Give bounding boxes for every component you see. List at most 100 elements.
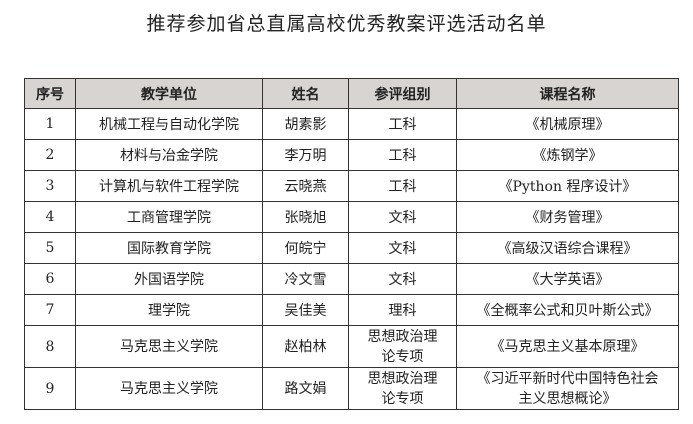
cell-unit-text: 马克思主义学院 <box>120 338 218 355</box>
table-row: 4 工商管理学院 张晓旭 文科 《财务管理》 <box>24 201 679 233</box>
cell-group: 工科 <box>348 170 457 202</box>
cell-group: 工科 <box>348 139 457 171</box>
table-row: 9 马克思主义学院 路文娟 思想政治理论专项 《习近平新时代中国特色社会主义思想概论》 <box>24 367 679 410</box>
cell-course: 《全概率公式和贝叶斯公式》 <box>456 294 679 326</box>
cell-course-text: 《高级汉语综合课程》 <box>497 241 638 257</box>
cell-unit: 工商管理学院 <box>75 201 263 233</box>
table-row: 1 机械工程与自动化学院 胡素影 工科 《机械原理》 <box>24 108 679 140</box>
cell-unit: 机械工程与自动化学院 <box>75 108 263 140</box>
cell-no-text: 6 <box>45 271 55 287</box>
cell-group: 思想政治理论专项 <box>348 367 457 410</box>
cell-no: 4 <box>24 201 76 233</box>
cell-name-text: 张晓旭 <box>284 210 327 226</box>
cell-no-text: 7 <box>45 302 55 318</box>
cell-name: 吴佳美 <box>262 294 349 326</box>
cell-group: 文科 <box>348 263 457 295</box>
cell-unit: 计算机与软件工程学院 <box>75 170 263 202</box>
cell-course-text: 《大学英语》 <box>525 272 610 288</box>
cell-unit-text: 材料与冶金学院 <box>120 148 218 164</box>
cell-name: 张晓旭 <box>262 201 349 233</box>
cell-course-text: 《全概率公式和贝叶斯公式》 <box>476 303 659 319</box>
cell-no: 6 <box>24 263 76 295</box>
cell-name: 胡素影 <box>262 108 349 140</box>
cell-course: 《炼钢学》 <box>456 139 679 171</box>
header-name: 姓名 <box>262 78 349 109</box>
cell-no: 2 <box>24 139 76 171</box>
cell-name: 赵柏林 <box>262 325 349 368</box>
cell-course: 《财务管理》 <box>456 201 679 233</box>
cell-unit: 马克思主义学院 <box>75 325 263 368</box>
cell-course-text: 《机械原理》 <box>525 117 610 133</box>
cell-name-text: 何皖宁 <box>284 241 327 257</box>
table-header-row: 序号 教学单位 姓名 参评组别 课程名称 <box>24 78 679 109</box>
cell-name: 冷文雪 <box>262 263 349 295</box>
table-row: 5 国际教育学院 何皖宁 文科 《高级汉语综合课程》 <box>24 232 679 264</box>
table-row: 7 理学院 吴佳美 理科 《全概率公式和贝叶斯公式》 <box>24 294 679 326</box>
cell-unit-text: 机械工程与自动化学院 <box>99 117 239 133</box>
cell-no: 7 <box>24 294 76 326</box>
cell-course-text: 《财务管理》 <box>525 210 610 226</box>
cell-no-text: 2 <box>45 147 55 163</box>
cell-no-text: 3 <box>45 178 55 194</box>
cell-group-text: 文科 <box>388 210 417 226</box>
cell-group-text: 文科 <box>388 272 417 288</box>
cell-name-text: 吴佳美 <box>284 303 327 319</box>
cell-group-text: 思想政治理论专项 <box>367 328 438 365</box>
cell-no-text: 8 <box>45 338 55 355</box>
cell-group-text: 文科 <box>388 241 417 257</box>
cell-group: 工科 <box>348 108 457 140</box>
cell-group-text: 工科 <box>388 179 417 195</box>
cell-unit: 外国语学院 <box>75 263 263 295</box>
header-no: 序号 <box>24 78 76 109</box>
cell-no: 8 <box>24 325 76 368</box>
page-title: 推荐参加省总直属高校优秀教案评选活动名单 <box>146 13 547 35</box>
cell-course: 《机械原理》 <box>456 108 679 140</box>
cell-course-text: 《马克思主义基本原理》 <box>490 338 645 355</box>
header-unit: 教学单位 <box>75 78 263 109</box>
cell-group-text: 理科 <box>388 303 417 319</box>
cell-no-text: 5 <box>45 240 55 256</box>
cell-group-text: 工科 <box>388 117 417 133</box>
table-row: 8 马克思主义学院 赵柏林 思想政治理论专项 《马克思主义基本原理》 <box>24 325 679 368</box>
cell-unit: 理学院 <box>75 294 263 326</box>
cell-course: 《Python 程序设计》 <box>456 170 679 202</box>
cell-unit: 马克思主义学院 <box>75 367 263 410</box>
cell-unit-text: 外国语学院 <box>134 272 204 288</box>
cell-no: 9 <box>24 367 76 410</box>
cell-unit-text: 工商管理学院 <box>127 210 211 226</box>
cell-name-text: 李万明 <box>284 148 327 164</box>
cell-name-text: 胡素影 <box>284 117 327 133</box>
cell-no-text: 4 <box>45 209 55 225</box>
cell-course: 《高级汉语综合课程》 <box>456 232 679 264</box>
cell-no: 1 <box>24 108 76 140</box>
cell-group: 文科 <box>348 201 457 233</box>
cell-course: 《马克思主义基本原理》 <box>456 325 679 368</box>
cell-name: 路文娟 <box>262 367 349 410</box>
cell-no: 3 <box>24 170 76 202</box>
cell-course-text: 《习近平新时代中国特色社会主义思想概论》 <box>476 370 659 407</box>
cell-course-text: 《Python 程序设计》 <box>498 179 637 195</box>
cell-unit-text: 理学院 <box>148 303 190 319</box>
cell-unit-text: 马克思主义学院 <box>120 380 218 397</box>
table-row: 3 计算机与软件工程学院 云晓燕 工科 《Python 程序设计》 <box>24 170 679 202</box>
cell-name-text: 冷文雪 <box>284 272 327 288</box>
cell-unit-text: 国际教育学院 <box>127 241 211 257</box>
cell-name-text: 赵柏林 <box>284 338 327 355</box>
cell-name-text: 云晓燕 <box>284 179 327 195</box>
cell-course: 《习近平新时代中国特色社会主义思想概论》 <box>456 367 679 410</box>
cell-name: 何皖宁 <box>262 232 349 264</box>
cell-group: 思想政治理论专项 <box>348 325 457 368</box>
header-course: 课程名称 <box>456 78 679 109</box>
cell-unit: 国际教育学院 <box>75 232 263 264</box>
nominee-table: 序号 教学单位 姓名 参评组别 课程名称 1 机械工程与自动化学院 胡素影 工科 《机械… <box>24 78 679 410</box>
cell-group-text: 工科 <box>388 148 417 164</box>
cell-unit-text: 计算机与软件工程学院 <box>99 179 239 195</box>
cell-name-text: 路文娟 <box>284 380 327 397</box>
cell-course-text: 《炼钢学》 <box>532 148 603 164</box>
table-row: 6 外国语学院 冷文雪 文科 《大学英语》 <box>24 263 679 295</box>
cell-group: 文科 <box>348 232 457 264</box>
cell-course: 《大学英语》 <box>456 263 679 295</box>
cell-name: 李万明 <box>262 139 349 171</box>
cell-group: 理科 <box>348 294 457 326</box>
cell-name: 云晓燕 <box>262 170 349 202</box>
